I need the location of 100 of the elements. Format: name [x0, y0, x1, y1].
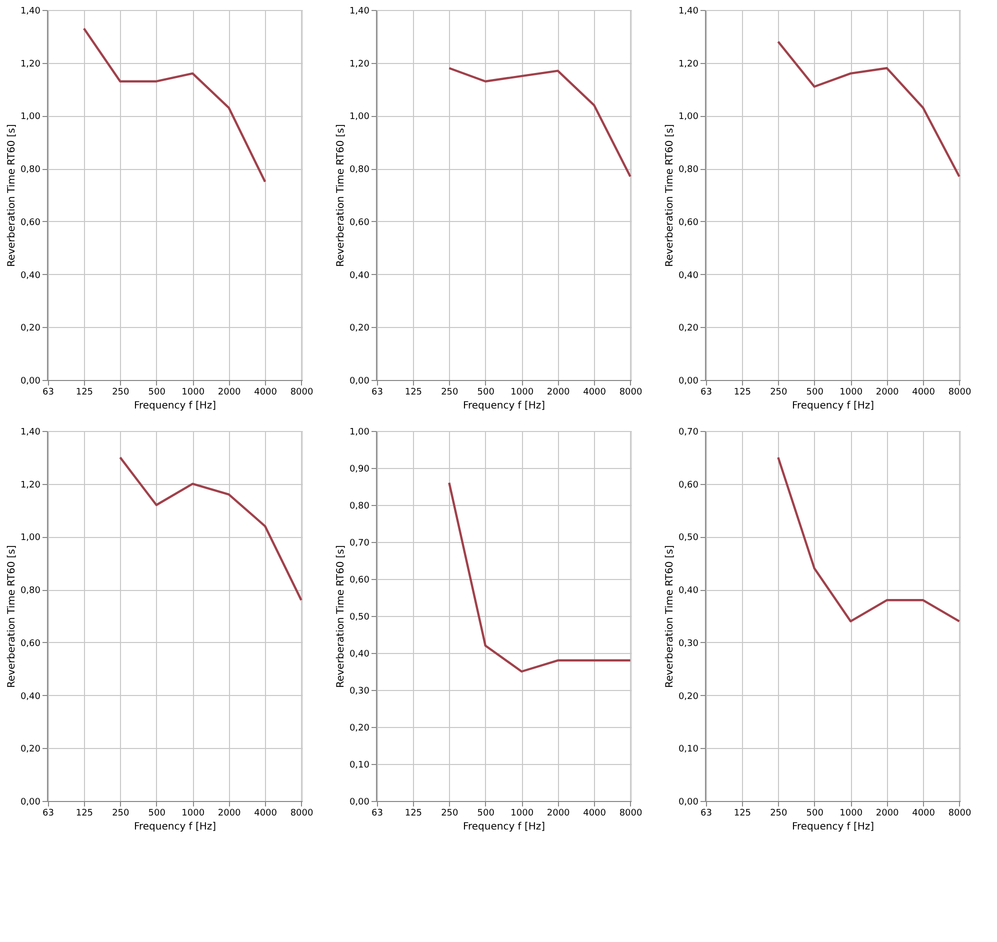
- line-series: [777, 40, 960, 178]
- x-tick-label: 250: [112, 388, 130, 398]
- x-axis-title: Frequency f [Hz]: [134, 822, 216, 832]
- y-tick-label: 0,00: [678, 798, 699, 808]
- y-tick-label: 0,20: [678, 324, 699, 334]
- x-tick-label: 125: [76, 808, 94, 818]
- y-tick-label: 0,20: [349, 324, 370, 334]
- y-tick-label: 1,00: [349, 112, 370, 122]
- y-tick-label: 0,40: [349, 650, 370, 660]
- x-tick-label: 125: [404, 808, 422, 818]
- y-tick-label: 0,30: [678, 638, 699, 649]
- y-tick-label: 1,00: [20, 533, 41, 544]
- y-tick-label: 0,80: [20, 586, 41, 596]
- x-axis-title: Frequency f [Hz]: [462, 400, 546, 412]
- y-tick-label: 0,40: [678, 586, 699, 596]
- y-tick-label: 0,10: [678, 744, 699, 755]
- y-tick-label: 0,60: [349, 218, 370, 228]
- x-tick-label: 63: [700, 808, 712, 818]
- y-tick-label: 0,40: [20, 270, 41, 281]
- x-tick-label: 125: [404, 388, 422, 398]
- y-axis-title: Reverberation Time RT60 [s]: [664, 545, 676, 688]
- x-tick-label: 2000: [876, 808, 900, 818]
- x-tick-label: 63: [42, 388, 54, 398]
- y-tick-label: 0,80: [349, 165, 370, 176]
- x-tick-label: 63: [372, 388, 383, 398]
- x-tick-label: 8000: [948, 808, 972, 818]
- y-tick-label: 0,60: [349, 576, 370, 586]
- x-axis-title: Frequency f [Hz]: [134, 400, 216, 412]
- x-tick-label: 4000: [583, 808, 606, 818]
- y-tick-label: 1,00: [349, 428, 370, 438]
- x-tick-label: 250: [441, 388, 459, 398]
- line-series: [777, 456, 960, 622]
- x-tick-label: 4000: [912, 388, 936, 398]
- y-tick-label: 0,50: [678, 533, 699, 544]
- x-tick-label: 125: [76, 388, 94, 398]
- x-axis-title: Frequency f [Hz]: [462, 822, 546, 832]
- x-tick-label: 2000: [218, 388, 242, 398]
- y-tick-label: 0,80: [349, 502, 370, 512]
- x-tick-label: 250: [770, 808, 788, 818]
- y-tick-label: 0,00: [20, 376, 41, 386]
- x-tick-label: 2000: [546, 388, 570, 398]
- x-tick-label: 500: [148, 808, 166, 818]
- x-tick-label: 4000: [254, 808, 278, 818]
- y-tick-label: 1,40: [678, 6, 699, 16]
- x-tick-label: 4000: [912, 808, 936, 818]
- y-tick-label: 0,70: [678, 428, 699, 438]
- y-tick-label: 1,40: [20, 6, 41, 16]
- y-tick-label: 0,60: [678, 480, 699, 490]
- y-tick-label: 1,00: [678, 112, 699, 122]
- line-series: [448, 67, 632, 178]
- x-tick-label: 63: [700, 388, 712, 398]
- x-tick-label: 4000: [583, 388, 606, 398]
- x-tick-label: 1000: [510, 808, 534, 818]
- x-tick-label: 500: [148, 388, 166, 398]
- x-tick-label: 250: [441, 808, 459, 818]
- x-tick-label: 500: [477, 808, 495, 818]
- y-tick-label: 1,20: [20, 480, 41, 490]
- x-tick-label: 1000: [182, 388, 205, 398]
- line-series: [448, 482, 632, 673]
- y-tick-label: 1,40: [349, 6, 370, 16]
- x-tick-label: 8000: [290, 808, 314, 818]
- x-tick-label: 1000: [840, 808, 863, 818]
- y-tick-label: 0,00: [20, 798, 41, 808]
- y-axis-title: Reverberation Time RT60 [s]: [6, 124, 18, 267]
- y-tick-label: 1,20: [20, 59, 41, 70]
- x-tick-label: 2000: [546, 808, 570, 818]
- x-tick-label: 8000: [290, 388, 314, 398]
- y-tick-label: 0,40: [20, 692, 41, 702]
- y-tick-label: 0,60: [20, 218, 41, 228]
- y-tick-label: 0,20: [20, 324, 41, 334]
- x-tick-label: 125: [734, 808, 752, 818]
- y-axis-title: Reverberation Time RT60 [s]: [335, 124, 346, 267]
- y-tick-label: 0,80: [20, 165, 41, 176]
- x-tick-label: 63: [42, 808, 54, 818]
- x-tick-label: 1000: [510, 388, 534, 398]
- x-axis-title: Frequency f [Hz]: [792, 400, 874, 412]
- y-axis-title: Reverberation Time RT60 [s]: [664, 124, 676, 267]
- x-tick-label: 2000: [218, 808, 242, 818]
- x-tick-label: 500: [806, 808, 824, 818]
- x-tick-label: 1000: [840, 388, 863, 398]
- x-tick-label: 2000: [876, 388, 900, 398]
- y-tick-label: 1,20: [349, 59, 370, 70]
- y-tick-label: 0,50: [349, 612, 370, 622]
- x-tick-label: 1000: [182, 808, 205, 818]
- line-series: [119, 456, 302, 602]
- x-tick-label: 250: [112, 808, 130, 818]
- y-tick-label: 0,40: [678, 270, 699, 281]
- x-axis-title: Frequency f [Hz]: [792, 822, 874, 832]
- y-axis-title: Reverberation Time RT60 [s]: [335, 545, 346, 688]
- y-tick-label: 0,10: [349, 760, 370, 770]
- y-tick-label: 0,20: [678, 692, 699, 702]
- y-tick-label: 0,90: [349, 464, 370, 474]
- y-tick-label: 0,60: [678, 218, 699, 228]
- y-tick-label: 1,20: [678, 59, 699, 70]
- x-tick-label: 500: [477, 388, 495, 398]
- x-tick-label: 8000: [619, 388, 642, 398]
- y-tick-label: 0,80: [678, 165, 699, 176]
- y-tick-label: 0,20: [20, 744, 41, 755]
- y-axis-title: Reverberation Time RT60 [s]: [6, 545, 18, 688]
- y-tick-label: 0,40: [349, 270, 370, 281]
